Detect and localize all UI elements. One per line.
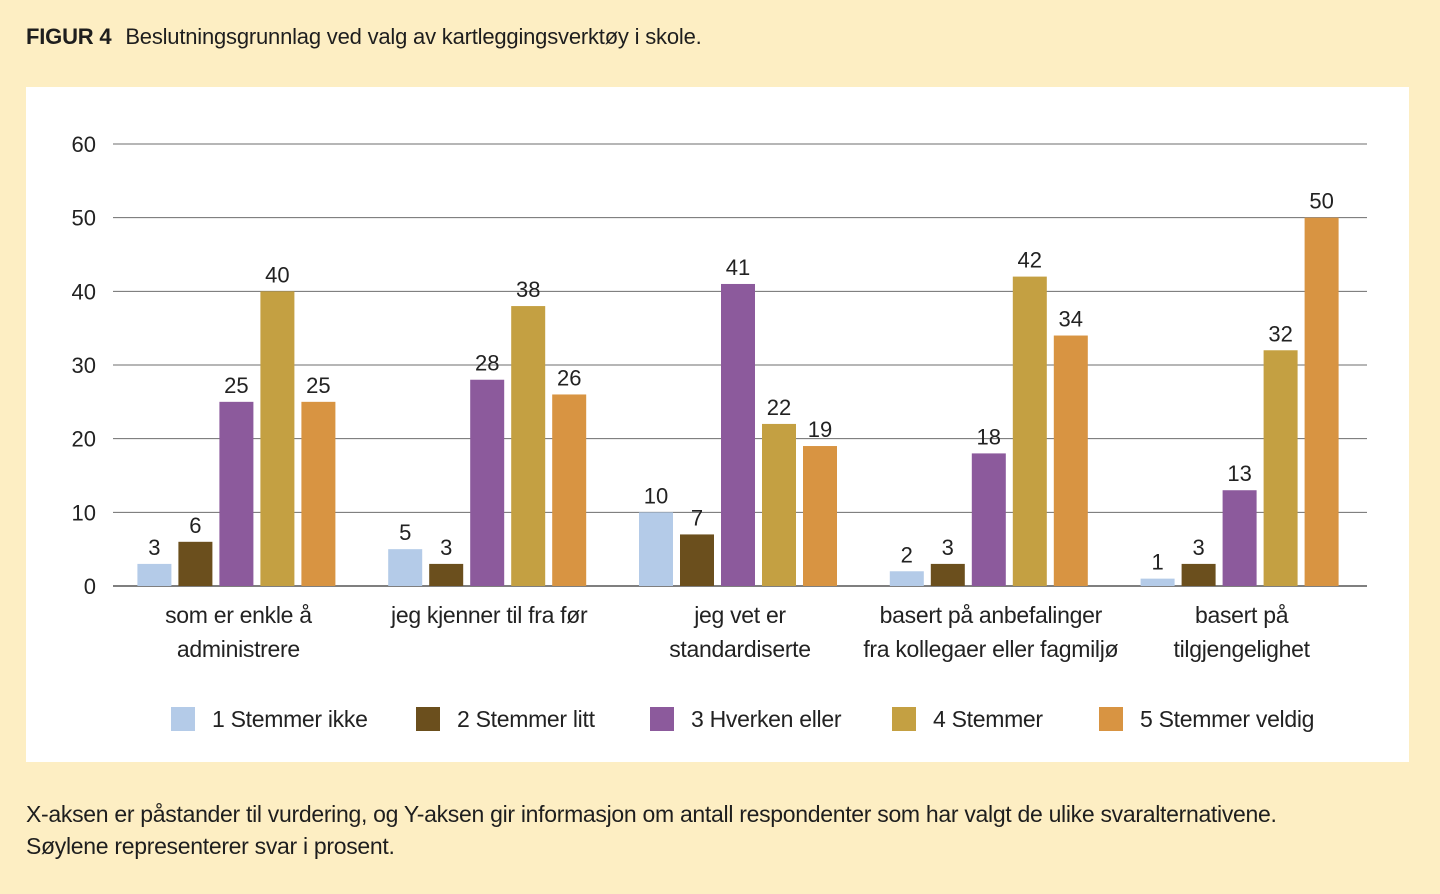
bar-4-3 (971, 453, 1006, 586)
bar-1-5 (301, 401, 336, 586)
bar-5-2 (1181, 563, 1216, 586)
x-tick-label: basert på anbefalinger (880, 602, 1103, 628)
bar-1-2 (178, 541, 213, 586)
bar-value-label: 5 (399, 520, 411, 545)
bar-value-label: 13 (1227, 461, 1251, 486)
bar-5-3 (1222, 490, 1257, 586)
bar-3-3 (721, 283, 755, 586)
legend-label: 3 Hverken eller (691, 706, 842, 732)
legend-swatch-2 (416, 707, 440, 731)
bar-value-label: 25 (224, 373, 248, 398)
bar-4-1 (889, 571, 924, 586)
bar-4-2 (930, 563, 965, 586)
bar-value-label: 18 (977, 424, 1001, 449)
caption-line-1: X-aksen er påstander til vurdering, og Y… (26, 801, 1277, 827)
figure-label: FIGUR 4 (26, 24, 112, 49)
bar-value-label: 40 (265, 262, 289, 287)
legend-swatch-1 (171, 707, 195, 731)
y-tick-label: 40 (72, 279, 96, 304)
bar-value-label: 22 (767, 395, 791, 420)
legend-label: 4 Stemmer (933, 706, 1043, 732)
x-tick-label: som er enkle å (165, 602, 312, 628)
bar-2-2 (429, 563, 464, 586)
bar-5-4 (1263, 350, 1298, 586)
x-tick-label: tilgjengelighet (1174, 636, 1311, 662)
bar-value-label: 3 (440, 535, 452, 560)
bar-1-3 (219, 401, 254, 586)
x-tick-label: jeg vet er (693, 602, 786, 628)
legend-label: 2 Stemmer litt (457, 706, 596, 732)
bar-value-label: 32 (1268, 321, 1292, 346)
bar-5-1 (1140, 578, 1175, 586)
caption-line-2: Søylene representerer svar i prosent. (26, 833, 395, 859)
y-tick-label: 30 (72, 353, 96, 378)
chart-panel: 0 10 20 30 40 50 60 3 6 25 40 25 som er enkle å admin… (26, 87, 1409, 762)
bar-value-label: 19 (808, 417, 832, 442)
figure-heading: FIGUR 4 Beslutningsgrunnlag ved valg av … (26, 24, 702, 50)
figure-caption: X-aksen er påstander til vurdering, og Y… (26, 798, 1416, 862)
bar-value-label: 50 (1309, 189, 1333, 214)
bar-2-5 (552, 394, 587, 586)
legend-label: 5 Stemmer veldig (1140, 706, 1314, 732)
bar-value-label: 3 (148, 535, 160, 560)
bar-2-4 (511, 306, 546, 586)
x-tick-label: jeg kjenner til fra før (390, 602, 588, 628)
bar-3-4 (762, 423, 796, 586)
bar-value-label: 28 (475, 351, 499, 376)
bar-value-label: 10 (644, 483, 668, 508)
legend-swatch-5 (1099, 707, 1123, 731)
legend-label: 1 Stemmer ikke (212, 706, 368, 732)
y-tick-label: 60 (72, 132, 96, 157)
bar-1-4 (260, 291, 295, 586)
bar-value-label: 25 (306, 373, 330, 398)
y-tick-label: 20 (72, 427, 96, 452)
x-tick-label: administrere (177, 636, 300, 662)
bar-value-label: 2 (901, 542, 913, 567)
x-tick-label: standardiserte (669, 636, 811, 662)
bar-value-label: 38 (516, 277, 540, 302)
bar-value-label: 41 (726, 255, 750, 280)
bar-value-label: 34 (1059, 307, 1083, 332)
y-tick-label: 50 (72, 206, 96, 231)
y-tick-label: 10 (72, 500, 96, 525)
bar-value-label: 3 (1192, 535, 1204, 560)
bar-4-5 (1053, 335, 1088, 586)
bar-value-label: 3 (942, 535, 954, 560)
bar-2-3 (470, 379, 505, 586)
y-tick-label: 0 (84, 574, 96, 599)
legend-swatch-4 (892, 707, 916, 731)
bar-3-2 (680, 534, 714, 586)
bar-4-4 (1012, 276, 1047, 586)
bar-value-label: 7 (691, 505, 703, 530)
x-tick-label: fra kollegaer eller fagmiljø (863, 636, 1118, 662)
bar-value-label: 26 (557, 365, 581, 390)
bar-value-label: 6 (189, 513, 201, 538)
x-tick-label: basert på (1195, 602, 1289, 628)
figure-title: Beslutningsgrunnlag ved valg av kartlegg… (125, 24, 702, 49)
bar-1-1 (137, 563, 172, 586)
bar-3-5 (803, 446, 837, 586)
bar-5-5 (1304, 217, 1339, 586)
legend-swatch-3 (650, 707, 674, 731)
bar-value-label: 1 (1151, 550, 1163, 575)
bar-value-label: 42 (1018, 248, 1042, 273)
bar-2-1 (388, 549, 423, 586)
bar-3-1 (639, 512, 673, 586)
